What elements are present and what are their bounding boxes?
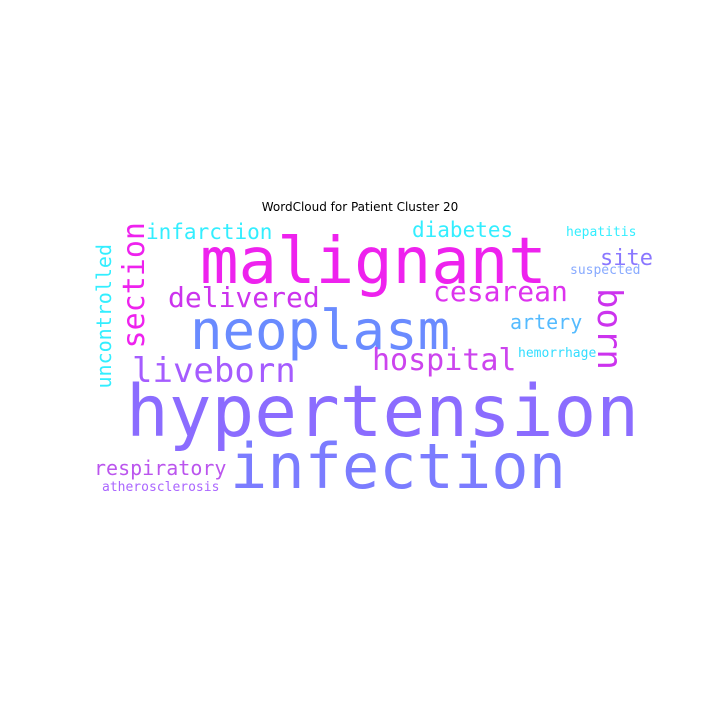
word-born: born	[589, 288, 629, 370]
word-artery: artery	[510, 310, 583, 334]
word-uncontrolled: uncontrolled	[92, 244, 116, 389]
chart-title: WordCloud for Patient Cluster 20	[261, 200, 459, 214]
word-hepatitis: hepatitis	[566, 225, 637, 240]
word-infection: infection	[230, 430, 566, 503]
word-hospital: hospital	[372, 343, 517, 378]
word-hypertension: hypertension	[126, 370, 639, 453]
word-diabetes: diabetes	[412, 218, 514, 242]
word-respiratory: respiratory	[94, 456, 227, 480]
word-suspected: suspected	[570, 263, 641, 278]
word-malignant: malignant	[200, 225, 547, 299]
word-atherosclerosis: atherosclerosis	[102, 480, 220, 495]
word-cloud: hypertension infection malignant neoplas…	[90, 216, 653, 503]
word-hemorrhage: hemorrhage	[518, 346, 597, 361]
word-site: site	[600, 246, 653, 271]
word-liveborn: liveborn	[132, 351, 296, 391]
word-infarction: infarction	[146, 220, 273, 244]
word-cesarean: cesarean	[433, 275, 568, 308]
word-neoplasm: neoplasm	[190, 299, 451, 362]
word-delivered: delivered	[168, 281, 320, 314]
